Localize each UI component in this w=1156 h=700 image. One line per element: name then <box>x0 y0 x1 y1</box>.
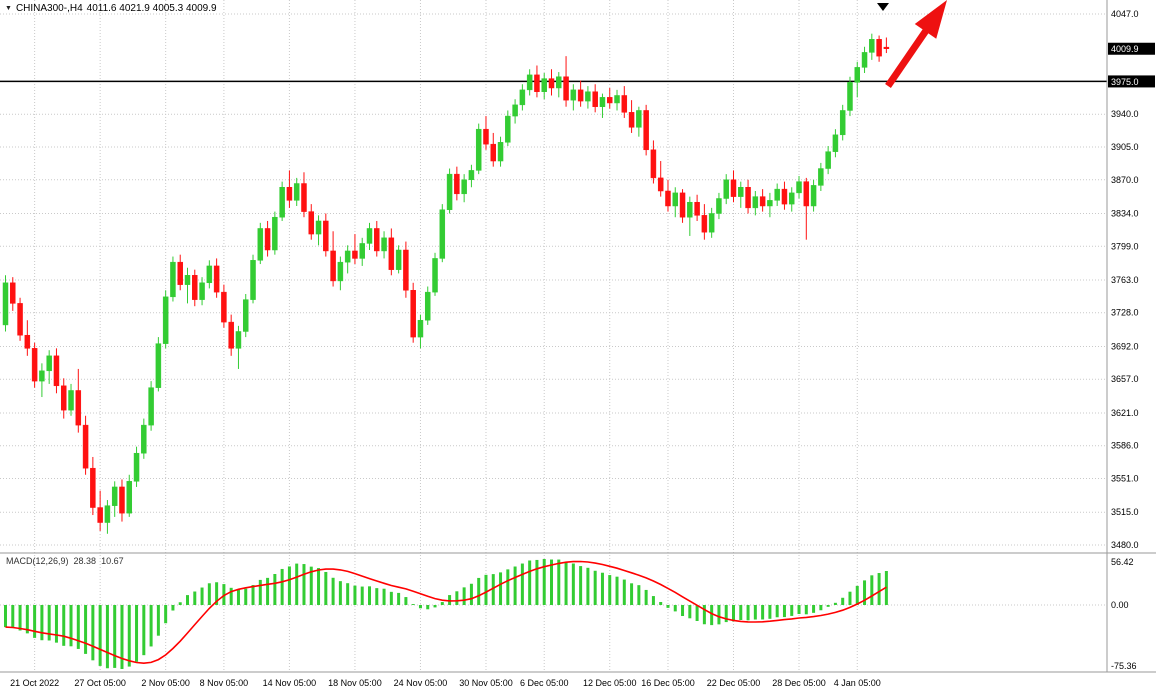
svg-text:4047.0: 4047.0 <box>1111 9 1139 19</box>
svg-text:4 Jan 05:00: 4 Jan 05:00 <box>834 678 881 688</box>
svg-text:30 Nov 05:00: 30 Nov 05:00 <box>459 678 513 688</box>
svg-text:27 Oct 05:00: 27 Oct 05:00 <box>74 678 126 688</box>
svg-text:2 Nov 05:00: 2 Nov 05:00 <box>141 678 190 688</box>
svg-text:8 Nov 05:00: 8 Nov 05:00 <box>200 678 249 688</box>
svg-text:28 Dec 05:00: 28 Dec 05:00 <box>772 678 826 688</box>
svg-text:3551.0: 3551.0 <box>1111 474 1139 484</box>
svg-text:3515.0: 3515.0 <box>1111 507 1139 517</box>
object-anchor-icon <box>877 3 889 11</box>
svg-text:3975.0: 3975.0 <box>1111 77 1139 87</box>
macd-signal-line <box>5 560 887 665</box>
svg-text:3834.0: 3834.0 <box>1111 208 1139 218</box>
svg-text:16 Dec 05:00: 16 Dec 05:00 <box>641 678 695 688</box>
svg-text:12 Dec 05:00: 12 Dec 05:00 <box>583 678 637 688</box>
macd-histogram <box>4 559 888 669</box>
trend-arrow[interactable] <box>885 0 947 88</box>
svg-text:56.42: 56.42 <box>1111 557 1134 567</box>
svg-text:3621.0: 3621.0 <box>1111 408 1139 418</box>
svg-text:3940.0: 3940.0 <box>1111 109 1139 119</box>
svg-text:3905.0: 3905.0 <box>1111 142 1139 152</box>
svg-text:3763.0: 3763.0 <box>1111 275 1139 285</box>
svg-text:3870.0: 3870.0 <box>1111 175 1139 185</box>
svg-text:22 Dec 05:00: 22 Dec 05:00 <box>707 678 761 688</box>
svg-text:0.00: 0.00 <box>1111 600 1129 610</box>
candles-layer <box>2 33 890 534</box>
price-axis[interactable]: 4047.0 3940.0 3905.0 3870.0 3834.0 3799.0 3763… <box>1108 9 1155 671</box>
svg-text:3657.0: 3657.0 <box>1111 374 1139 384</box>
svg-text:3586.0: 3586.0 <box>1111 441 1139 451</box>
svg-text:-75.36: -75.36 <box>1111 661 1137 671</box>
svg-text:24 Nov 05:00: 24 Nov 05:00 <box>394 678 448 688</box>
svg-text:21 Oct 2022: 21 Oct 2022 <box>10 678 59 688</box>
svg-text:4009.9: 4009.9 <box>1111 44 1139 54</box>
svg-text:3799.0: 3799.0 <box>1111 241 1139 251</box>
svg-text:3480.0: 3480.0 <box>1111 540 1139 550</box>
svg-text:18 Nov 05:00: 18 Nov 05:00 <box>328 678 382 688</box>
time-axis[interactable]: 21 Oct 2022 27 Oct 05:00 2 Nov 05:00 8 Nov … <box>10 678 881 688</box>
svg-text:3692.0: 3692.0 <box>1111 341 1139 351</box>
svg-text:14 Nov 05:00: 14 Nov 05:00 <box>263 678 317 688</box>
svg-text:6 Dec 05:00: 6 Dec 05:00 <box>520 678 569 688</box>
panel-separators <box>0 0 1156 673</box>
svg-text:3728.0: 3728.0 <box>1111 308 1139 318</box>
